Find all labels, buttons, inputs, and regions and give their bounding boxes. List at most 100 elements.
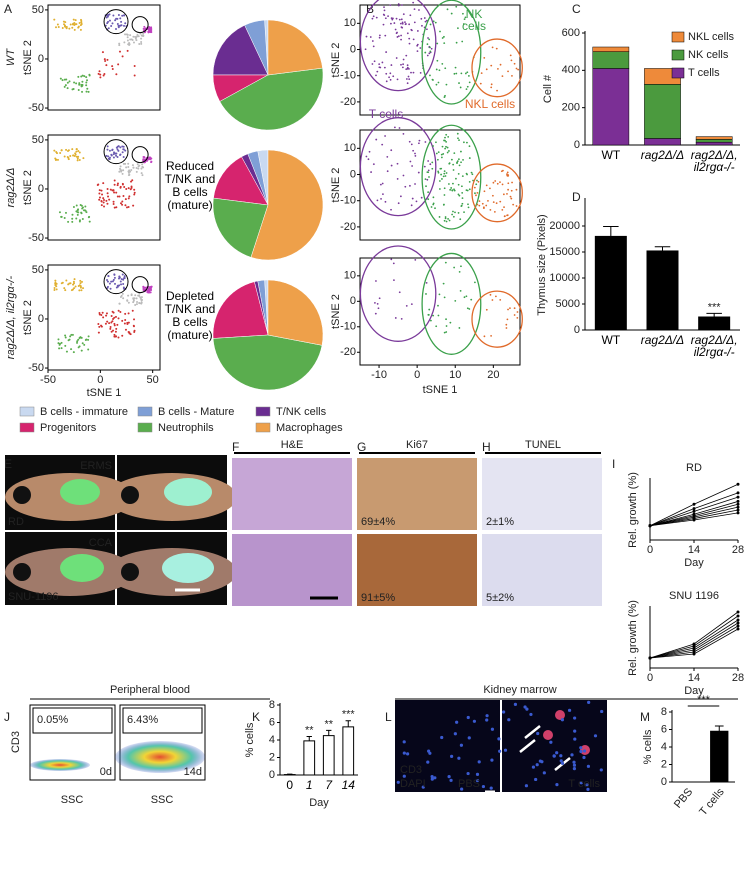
cell-dot (425, 185, 427, 188)
cell-dot (462, 12, 464, 15)
cell-dot (441, 62, 444, 65)
cell-dot (110, 153, 113, 156)
cell-dot (454, 211, 456, 214)
nucleus (466, 715, 470, 720)
cell-dot (435, 325, 438, 328)
cell-dot (421, 24, 423, 27)
nucleus (449, 778, 453, 782)
cell-dot (121, 151, 124, 154)
significance: ** (324, 718, 333, 730)
cell-dot (513, 62, 516, 65)
cell-dot (103, 72, 106, 75)
cell-dot (468, 81, 471, 84)
cell-dot (389, 78, 392, 81)
cell-dot (460, 150, 462, 153)
cell-dot (415, 200, 418, 203)
cell-dot (429, 163, 432, 166)
cell-dot (373, 60, 376, 63)
cell-dot (133, 331, 136, 334)
gate-label-box: T cells (369, 108, 403, 120)
cell-dot (393, 126, 396, 129)
y-tick-label: -20 (340, 96, 356, 108)
legend-swatch (671, 31, 685, 43)
cell-line: RD (8, 516, 24, 528)
cell-dot (133, 191, 136, 194)
cell-dot (509, 195, 512, 198)
condition: PBS (458, 778, 480, 790)
cell-dot (510, 197, 513, 200)
cell-dot (412, 71, 415, 74)
column-header: H&E (281, 439, 304, 451)
cell-dot (414, 152, 416, 155)
cell-dot (417, 171, 420, 174)
cell-dot (432, 314, 435, 317)
y-axis-label: tSNE 2 (330, 168, 342, 203)
cell-dot (63, 23, 66, 26)
cell-dot (73, 154, 76, 157)
cell-dot (408, 42, 411, 45)
cell-dot (105, 314, 108, 317)
cell-dot (427, 160, 430, 162)
cell-dot (509, 54, 512, 57)
cell-dot (121, 334, 124, 337)
nucleus (481, 784, 486, 789)
cell-dot (102, 201, 105, 204)
cell-dot (113, 322, 116, 325)
chart-title: RD (686, 462, 702, 474)
legend-label: Macrophages (276, 422, 343, 434)
cell-dot (102, 316, 105, 319)
cell-dot (112, 278, 115, 281)
cell-dot (117, 309, 120, 312)
nucleus (599, 768, 603, 772)
cell-dot (510, 59, 513, 62)
cell-dot (497, 67, 499, 70)
cell-dot (105, 312, 108, 315)
cell-dot (105, 199, 108, 202)
cell-dot (111, 189, 114, 192)
y-axis-label: Thymus size (Pixels) (536, 214, 548, 315)
y-axis-label: % cells (642, 729, 654, 764)
y-axis-label: tSNE 2 (330, 294, 342, 329)
cell-dot (444, 217, 447, 220)
cell-dot (85, 338, 88, 341)
cell-line: SNU-1196 (8, 591, 59, 603)
cell-dot (128, 173, 131, 176)
cell-dot (147, 289, 150, 292)
cell-dot (440, 153, 443, 156)
cell-dot (424, 141, 427, 143)
cell-dot (113, 191, 116, 194)
nucleus (535, 763, 539, 767)
cell-dot (131, 164, 134, 167)
cell-dot (451, 189, 454, 192)
cell-dot (448, 162, 451, 165)
y-tick-label: 0 (38, 53, 44, 65)
cell-dot (485, 204, 488, 207)
cell-dot (65, 279, 68, 282)
cell-dot (73, 278, 76, 281)
cell-dot (107, 20, 110, 23)
cell-dot (100, 189, 103, 192)
cell-dot (73, 28, 76, 31)
cell-dot (119, 17, 122, 20)
gate (131, 276, 149, 294)
cell-dot (116, 148, 119, 151)
cell-dot (122, 297, 125, 300)
x-tick-label: WT (601, 149, 621, 162)
cell-dot (135, 297, 138, 300)
cell-dot (117, 24, 120, 27)
cell-dot (461, 40, 464, 43)
cell-dot (443, 42, 446, 45)
cell-dot (496, 89, 498, 92)
cell-dot (501, 209, 504, 211)
cell-dot (106, 280, 109, 283)
cell-dot (449, 321, 452, 324)
cell-dot (390, 22, 392, 25)
cell-dot (61, 79, 64, 82)
cell-dot (121, 200, 124, 203)
cell-dot (128, 195, 131, 198)
cell-dot (130, 294, 133, 297)
x-tick-label-box: rag2Δ/Δ (641, 149, 684, 161)
cell-dot (423, 17, 426, 19)
bar-segment (695, 136, 733, 140)
cell-dot (420, 196, 423, 199)
